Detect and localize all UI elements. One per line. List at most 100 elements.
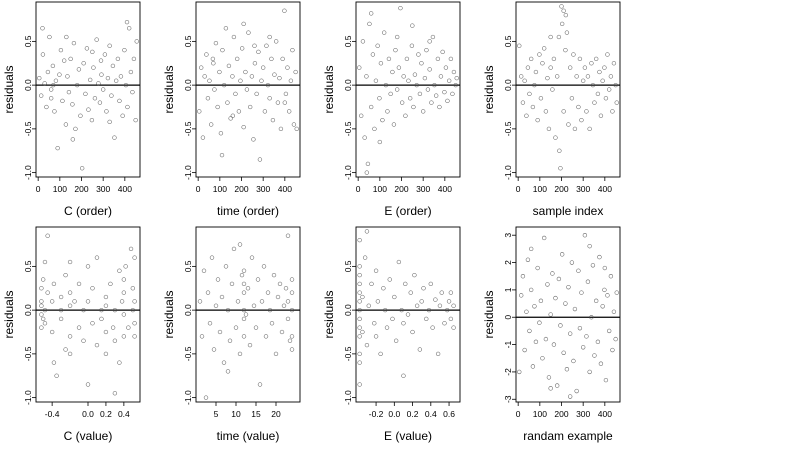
x-tick-label: 100: [533, 409, 547, 419]
scatter-point: [84, 46, 90, 51]
y-tick-label: 0.0: [23, 79, 33, 91]
scatter-point: [411, 104, 416, 110]
y-axis-label: residuals: [2, 290, 16, 338]
scatter-point: [42, 259, 48, 265]
y-tick-label: -1.0: [503, 165, 513, 180]
scatter-point: [556, 34, 562, 40]
scatter-point: [425, 87, 431, 92]
scatter-point: [401, 321, 406, 326]
scatter-point: [403, 281, 408, 287]
scatter-point: [103, 294, 109, 300]
plot-frame: [195, 1, 301, 178]
scatter-point: [362, 255, 368, 260]
x-tick-label: 0.0: [82, 409, 94, 419]
scatter-point: [597, 69, 602, 75]
scatter-point: [360, 294, 365, 300]
scatter-point: [83, 91, 88, 97]
scatter-point: [378, 351, 383, 357]
scatter-point: [567, 331, 573, 336]
panel-8: 0 100 200 300 400 -3 -2 -1 0 1 2 3 randam example res…: [482, 226, 621, 443]
y-tick-label: -3: [503, 395, 513, 403]
scatter-point: [381, 30, 387, 35]
scatter-point: [282, 8, 287, 13]
y-tick-label: 0.5: [343, 35, 353, 47]
scatter-point: [357, 264, 362, 269]
scatter-point: [267, 96, 272, 101]
x-tick-label: 300: [96, 184, 110, 194]
scatter-point: [559, 21, 565, 27]
scatter-point: [582, 65, 588, 70]
scatter-point: [286, 109, 292, 114]
scatter-point: [289, 307, 295, 313]
scatter-point: [99, 316, 104, 322]
scatter-point: [384, 325, 390, 330]
scatter-point: [79, 166, 85, 171]
scatter-point: [227, 338, 233, 343]
scatter-point: [102, 52, 108, 57]
scatter-point: [283, 91, 289, 97]
scatter-point: [67, 303, 73, 308]
scatter-point: [65, 74, 70, 79]
scatter-point: [120, 113, 125, 118]
scatter-point: [427, 39, 432, 44]
scatter-point: [602, 265, 608, 271]
scatter-point: [404, 56, 410, 62]
x-tick-label: 0.2: [407, 409, 419, 419]
scatter-point: [112, 307, 118, 313]
scatter-point: [545, 75, 550, 81]
scatter-point: [357, 65, 362, 70]
scatter-point: [610, 109, 615, 114]
scatter-point: [199, 334, 205, 339]
scatter-point: [272, 72, 277, 77]
scatter-point: [269, 56, 274, 62]
scatter-point: [132, 255, 137, 260]
scatter-point: [265, 290, 271, 295]
scatter-point: [435, 351, 441, 357]
scatter-point: [132, 299, 137, 304]
scatter-point: [613, 82, 618, 88]
x-tick-label: 100: [53, 184, 67, 194]
scatter-point: [91, 65, 96, 70]
scatter-point: [559, 252, 565, 257]
scatter-point: [569, 260, 575, 265]
scatter-point: [613, 336, 618, 342]
scatter-point: [435, 56, 441, 62]
scatter-point: [357, 360, 362, 365]
scatter-point: [451, 325, 456, 330]
scatter-point: [247, 342, 253, 348]
scatter-point: [611, 61, 617, 66]
scatter-point: [437, 104, 442, 110]
scatter-point: [417, 347, 423, 352]
scatter-point: [99, 72, 104, 77]
y-tick-label: 0.5: [23, 260, 33, 272]
x-tick-label: 300: [576, 184, 590, 194]
scatter-point: [600, 78, 605, 83]
scatter-point: [445, 307, 450, 313]
scatter-point: [554, 383, 560, 388]
y-tick-label: 0.5: [23, 35, 33, 47]
scatter-point: [67, 259, 73, 265]
scatter-point: [550, 87, 555, 92]
scatter-point: [528, 56, 534, 62]
scatter-point: [203, 395, 209, 400]
scatter-point: [430, 34, 436, 40]
scatter-point: [548, 312, 553, 317]
scatter-point: [237, 242, 243, 247]
scatter-point: [450, 91, 455, 97]
scatter-point: [49, 329, 55, 335]
scatter-point: [520, 274, 526, 279]
scatter-point: [285, 233, 291, 238]
scatter-point: [230, 74, 235, 79]
scatter-point: [437, 303, 443, 308]
scatter-point: [100, 87, 106, 92]
scatter-point: [217, 69, 222, 75]
scatter-point: [291, 122, 297, 127]
scatter-point: [445, 98, 450, 104]
scatter-point: [200, 135, 206, 140]
scatter-point: [592, 353, 597, 358]
scatter-point: [550, 271, 555, 276]
scatter-point: [421, 286, 426, 291]
scatter-point: [603, 377, 609, 383]
y-tick-label: 0.5: [343, 260, 353, 272]
